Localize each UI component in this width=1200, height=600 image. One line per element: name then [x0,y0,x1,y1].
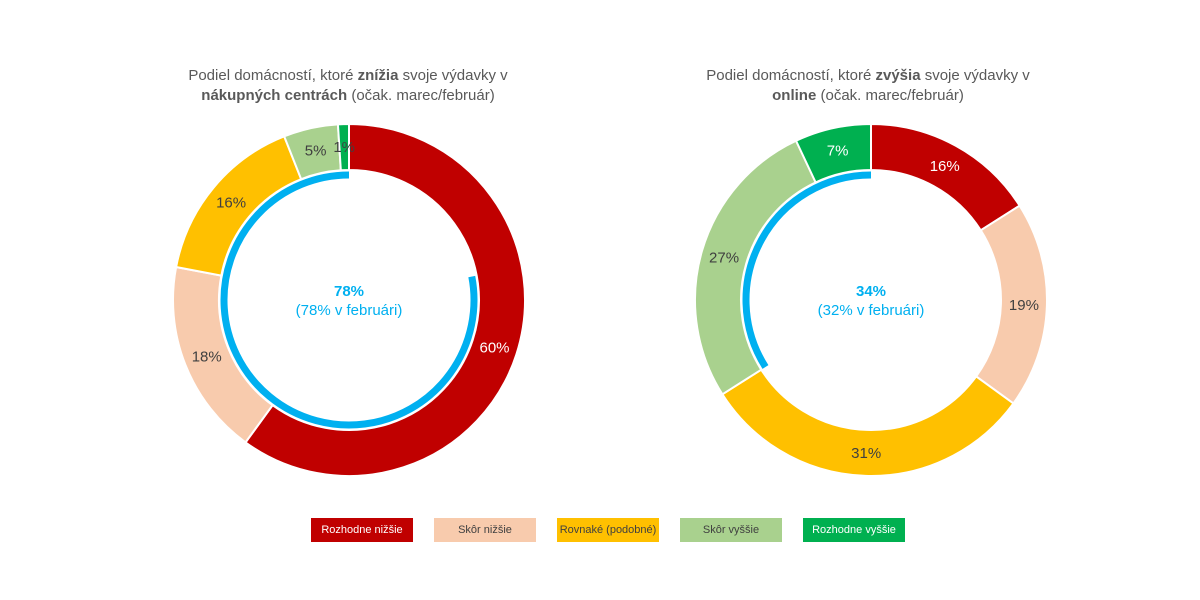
highlight-arc [742,171,872,369]
legend-item-rovnake: Rovnaké (podobné) [557,518,659,542]
title-emphasis: zvýšia [875,67,921,84]
title-text: (očak. marec/február) [347,87,495,104]
legend-item-rozhodne-nizsie: Rozhodne nižšie [311,518,413,542]
donut-segment [244,122,526,477]
highlight-sublabel: (78% v februári) [296,302,403,319]
data-label: 31% [851,445,881,462]
title-text: svoje výdavky v [398,67,508,84]
title-text: svoje výdavky v [920,67,1030,84]
highlight-sublabel: (32% v februári) [818,302,925,319]
data-label: 5% [305,143,327,160]
donut-segment [336,122,350,172]
legend-label: Rozhodne nižšie [321,524,403,536]
legend-label: Rozhodne vyššie [812,524,896,536]
legend-label: Skôr nižšie [458,524,512,536]
highlight-value: 78% [334,283,364,300]
donut-segment [870,122,1021,232]
title-emphasis: nákupných centrách [201,87,348,104]
legend-label: Skôr vyššie [702,524,760,536]
title-text: (očak. marec/február) [816,87,964,104]
title-text: Podiel domácností, ktoré [188,67,358,84]
data-label: 7% [827,143,849,160]
chart-title-left: Podiel domácností, ktoré znížia svoje vý… [148,66,548,106]
data-label: 16% [216,194,246,211]
highlight-value: 34% [856,283,886,300]
data-label: 60% [479,339,509,356]
legend-item-rozhodne-vyssie: Rozhodne vyššie [803,518,905,542]
legend-label: Rovnaké (podobné) [559,524,657,536]
title-text: Podiel domácností, ktoré [706,67,876,84]
legend-item-skor-nizsie: Skôr nižšie [434,518,536,542]
data-label: 19% [1009,297,1039,314]
data-label: 18% [192,348,222,365]
chart-title-right: Podiel domácností, ktoré zvýšia svoje vý… [668,66,1068,106]
donut-segment [794,122,872,184]
donut-segment [721,368,1015,477]
title-emphasis: znížia [357,67,399,84]
data-label: 1% [333,139,355,156]
donut-segment [694,139,817,396]
title-emphasis: online [772,87,817,104]
legend-item-skor-vyssie: Skôr vyššie [680,518,782,542]
data-label: 27% [709,249,739,266]
highlight-arc [220,171,478,429]
data-label: 16% [930,158,960,175]
